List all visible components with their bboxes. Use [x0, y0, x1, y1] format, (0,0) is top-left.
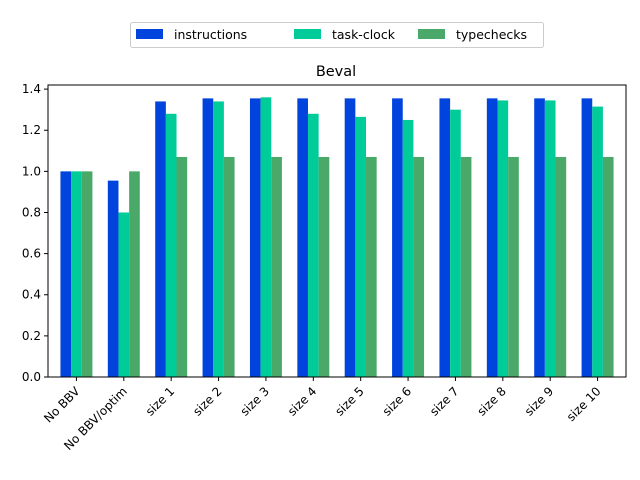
bar-task-clock-0: [71, 171, 82, 377]
bar-task-clock-7: [402, 119, 414, 378]
x-tick-label: size 1: [143, 384, 177, 418]
x-tick-label: No BBV: [41, 384, 83, 426]
y-tick-label: 0.4: [22, 288, 41, 302]
x-tick-label: size 7: [427, 384, 461, 418]
bar-typechecks-2: [176, 156, 188, 377]
y-tick-label: 0.8: [22, 205, 41, 219]
bar-typechecks-5: [318, 156, 330, 377]
bar-instructions-4: [249, 98, 261, 378]
legend-swatch-task-clock: [294, 29, 321, 39]
y-tick-label: 1.4: [22, 82, 41, 96]
legend-box: [130, 22, 544, 48]
x-tick-label: size 10: [564, 384, 604, 424]
legend-label-typechecks: typechecks: [456, 27, 527, 42]
x-tick-label: size 5: [332, 384, 366, 418]
bar-task-clock-1: [118, 212, 130, 377]
bar-typechecks-1: [129, 171, 140, 377]
bar-task-clock-10: [544, 100, 556, 378]
x-tick-label: size 2: [190, 384, 224, 418]
bar-task-clock-4: [260, 97, 272, 377]
legend: instructions task-clock typechecks: [130, 22, 544, 48]
bar-task-clock-9: [497, 100, 509, 378]
x-tick-label: size 6: [380, 384, 414, 418]
bars: [60, 97, 614, 378]
legend-label-instructions: instructions: [174, 27, 247, 42]
bar-task-clock-11: [592, 106, 603, 377]
bar-instructions-9: [486, 98, 498, 378]
bar-task-clock-5: [307, 113, 319, 377]
x-tick-label: size 9: [522, 384, 556, 418]
bar-instructions-5: [297, 98, 308, 378]
bar-typechecks-4: [271, 156, 282, 377]
bar-instructions-1: [107, 180, 119, 377]
legend-swatch-typechecks: [418, 29, 445, 39]
bar-typechecks-0: [81, 171, 93, 377]
bar-instructions-7: [392, 98, 403, 378]
bar-typechecks-10: [555, 156, 567, 377]
bar-typechecks-8: [460, 156, 472, 377]
bar-typechecks-11: [602, 156, 614, 377]
bar-instructions-8: [439, 98, 451, 378]
y-tick-label: 0.0: [22, 370, 41, 384]
legend-label-task-clock: task-clock: [332, 27, 396, 42]
bar-instructions-0: [60, 171, 72, 377]
y-tick-label: 0.6: [22, 247, 41, 261]
bar-instructions-6: [344, 98, 356, 378]
bar-instructions-2: [155, 101, 166, 377]
bar-task-clock-6: [355, 116, 367, 378]
bar-task-clock-2: [165, 113, 177, 377]
bar-typechecks-3: [223, 156, 235, 377]
y-tick-label: 0.2: [22, 329, 41, 343]
y-axis: 0.0 0.2 0.4 0.6 0.8 1.0 1.2 1.4: [22, 82, 48, 384]
x-tick-label: size 4: [285, 384, 319, 418]
bar-task-clock-8: [450, 109, 461, 378]
bar-typechecks-7: [413, 156, 425, 377]
bar-typechecks-6: [366, 156, 377, 377]
legend-swatch-instructions: [136, 29, 163, 39]
bar-task-clock-3: [213, 101, 224, 377]
plot-frame: [47, 84, 627, 378]
x-tick-label: size 3: [238, 384, 272, 418]
y-tick-label: 1.0: [22, 164, 41, 178]
bar-typechecks-9: [508, 156, 519, 377]
y-tick-label: 1.2: [22, 123, 41, 137]
bar-instructions-11: [581, 98, 593, 378]
bar-instructions-3: [202, 98, 214, 378]
chart-title: Beval: [316, 64, 356, 80]
bar-instructions-10: [534, 98, 545, 378]
x-tick-label: size 8: [474, 384, 508, 418]
